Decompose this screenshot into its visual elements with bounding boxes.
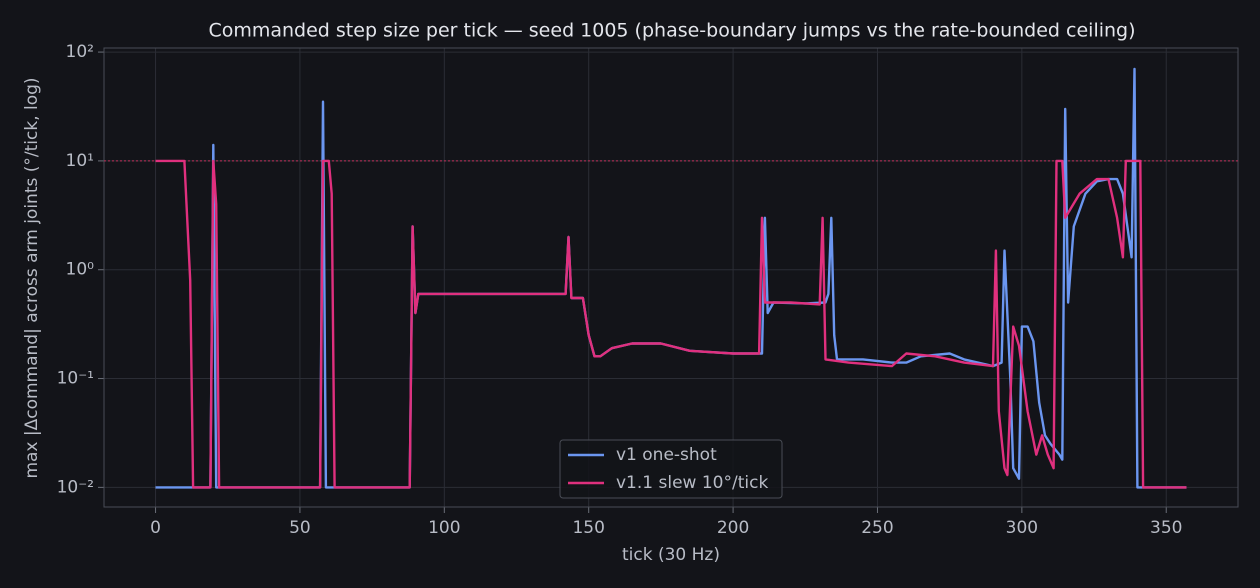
plot-frame — [103, 47, 1239, 508]
x-tick-label: 50 — [289, 518, 311, 538]
series-line — [155, 159, 1187, 489]
x-tick-label: 250 — [861, 518, 893, 538]
y-tick-label: 10¹ — [66, 151, 94, 171]
chart-title: Commanded step size per tick — seed 1005… — [208, 20, 1135, 42]
legend-label: v1 one-shot — [616, 445, 717, 465]
x-axis-label: tick (30 Hz) — [622, 545, 720, 565]
x-tick-label: 350 — [1150, 518, 1182, 538]
x-tick-label: 100 — [428, 518, 460, 538]
x-tick-label: 300 — [1006, 518, 1038, 538]
x-tick-label: 0 — [150, 518, 161, 538]
legend-box — [559, 439, 783, 499]
y-tick-label: 10² — [66, 42, 94, 62]
x-tick-label: 200 — [717, 518, 749, 538]
y-tick-label: 10⁰ — [66, 260, 95, 280]
legend-label: v1.1 slew 10°/tick — [616, 473, 768, 493]
y-axis-label: max |Δcommand| across arm joints (°/tick… — [22, 77, 42, 478]
y-tick-label: 10⁻¹ — [57, 369, 94, 389]
x-tick-label: 150 — [572, 518, 604, 538]
y-tick-label: 10⁻² — [57, 477, 94, 497]
